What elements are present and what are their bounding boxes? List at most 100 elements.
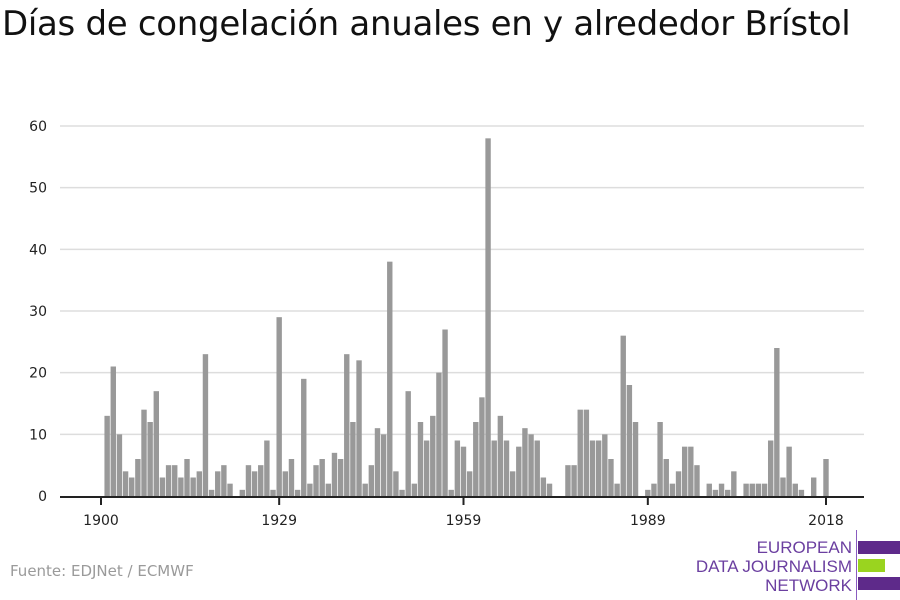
bar-1968 xyxy=(516,446,522,496)
bar-1983 xyxy=(608,459,614,496)
bar-1904 xyxy=(122,471,129,496)
bar-2005 xyxy=(743,483,749,496)
bar-2003 xyxy=(731,471,737,496)
bar-1940 xyxy=(344,354,350,496)
bar-2008 xyxy=(761,483,768,496)
bar-2000 xyxy=(712,489,719,496)
bar-1935 xyxy=(313,465,319,496)
bar-1979 xyxy=(583,409,590,496)
bar-1917 xyxy=(202,354,209,496)
bar-1999 xyxy=(706,483,712,496)
gridlines xyxy=(60,125,864,436)
bar-1919 xyxy=(215,471,221,496)
bar-1929 xyxy=(276,317,282,496)
bar-1918 xyxy=(208,489,215,496)
bar-1909 xyxy=(153,391,159,496)
bar-1939 xyxy=(337,459,344,496)
y-tick-label: 50 xyxy=(29,181,47,197)
bar-1989 xyxy=(645,489,651,496)
bar-1990 xyxy=(651,483,657,496)
bar-1931 xyxy=(288,459,295,496)
bar-1941 xyxy=(350,422,356,496)
bar-1997 xyxy=(694,465,700,496)
logo-bar-purple-top xyxy=(858,541,900,554)
bar-1978 xyxy=(577,409,583,496)
bar-1952 xyxy=(417,422,424,496)
bar-1933 xyxy=(301,378,307,496)
bar-1948 xyxy=(393,471,399,496)
bar-1913 xyxy=(178,477,184,496)
bar-1987 xyxy=(632,422,639,496)
bar-1923 xyxy=(239,489,246,496)
bar-1911 xyxy=(165,465,172,496)
bar-2007 xyxy=(755,483,762,496)
bar-1992 xyxy=(663,459,669,496)
bar-2013 xyxy=(792,483,798,496)
logo-bar-green xyxy=(858,559,885,572)
bar-2009 xyxy=(767,440,774,496)
bar-1927 xyxy=(264,440,270,496)
bar-1980 xyxy=(589,440,596,496)
x-tick-label: 1989 xyxy=(630,513,666,529)
bar-1915 xyxy=(190,477,196,496)
bar-2016 xyxy=(811,477,817,496)
bar-1916 xyxy=(196,471,203,496)
bar-1949 xyxy=(399,489,405,496)
bar-1951 xyxy=(411,483,418,496)
bar-1907 xyxy=(141,409,147,496)
bar-1936 xyxy=(319,459,325,496)
y-tick-label: 30 xyxy=(29,304,47,320)
bar-1991 xyxy=(657,422,663,496)
y-tick-label: 60 xyxy=(29,119,47,135)
bar-2006 xyxy=(749,483,755,496)
bar-1955 xyxy=(436,372,442,496)
bar-1905 xyxy=(129,477,135,496)
bar-1910 xyxy=(159,477,166,496)
bar-1920 xyxy=(221,465,227,496)
axes: 0 10 20 30 40 50 60 1900 1929 1959 1989 2018 xyxy=(29,119,864,529)
y-tick-label: 10 xyxy=(29,427,47,443)
bar-1985 xyxy=(620,335,626,496)
bar-1972 xyxy=(540,477,547,496)
bar-1966 xyxy=(503,440,510,496)
bar-1977 xyxy=(571,465,577,496)
bar-1938 xyxy=(331,452,338,496)
bar-1981 xyxy=(595,440,602,496)
bar-1937 xyxy=(325,483,332,496)
y-tick-label: 40 xyxy=(29,242,47,258)
bar-2002 xyxy=(724,489,731,496)
bar-1973 xyxy=(546,483,553,496)
bar-1902 xyxy=(110,366,116,496)
bars xyxy=(104,138,829,497)
x-tick-label: 1959 xyxy=(446,513,482,529)
bar-1963 xyxy=(485,138,491,497)
bar-1906 xyxy=(135,459,141,496)
bar-1954 xyxy=(430,415,436,496)
x-tick-label: 2018 xyxy=(808,513,844,529)
bar-1903 xyxy=(116,434,123,496)
bar-1947 xyxy=(387,261,393,496)
bar-1961 xyxy=(473,422,479,496)
bar-1957 xyxy=(448,489,454,496)
bar-1960 xyxy=(466,471,473,496)
logo-text-network: NETWORK xyxy=(765,576,852,595)
bar-2001 xyxy=(718,483,725,496)
bar-2014 xyxy=(798,489,805,496)
logo-text-data-journalism: DATA JOURNALISM xyxy=(695,557,852,576)
bar-1956 xyxy=(442,329,448,496)
logo-text-european: EUROPEAN xyxy=(756,538,852,557)
bar-1993 xyxy=(669,483,676,496)
bar-1970 xyxy=(528,434,534,496)
bar-1950 xyxy=(405,391,411,496)
bar-1964 xyxy=(491,440,497,496)
logo-bar-purple-bottom xyxy=(858,577,900,590)
bar-2011 xyxy=(780,477,786,496)
bar-1946 xyxy=(380,434,387,496)
x-tick-label: 1929 xyxy=(261,513,297,529)
bar-1984 xyxy=(614,483,620,496)
source-note: Fuente: EDJNet / ECMWF xyxy=(10,562,194,580)
bar-1958 xyxy=(454,440,461,496)
bar-1959 xyxy=(460,446,467,496)
bar-1921 xyxy=(227,483,233,496)
